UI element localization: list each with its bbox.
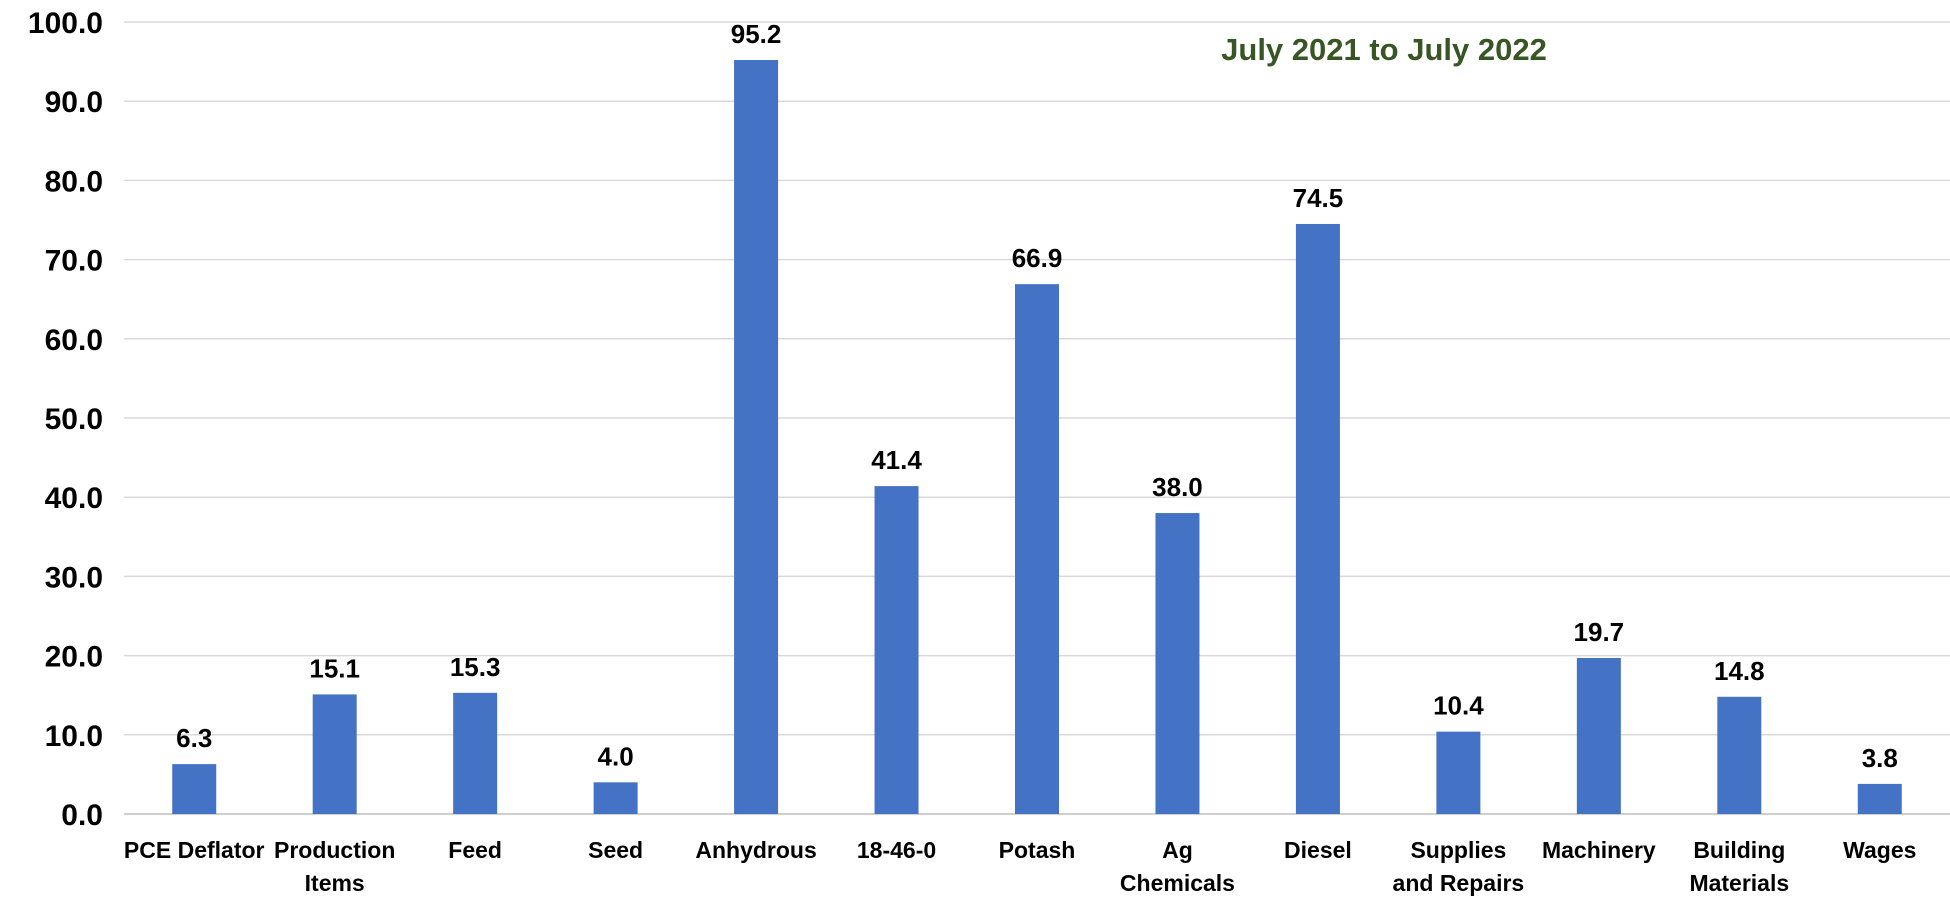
bar: [593, 782, 638, 814]
y-tick-label: 10.0: [45, 720, 103, 753]
x-category-label: Wages: [1843, 837, 1916, 863]
bars: [172, 60, 1902, 815]
data-labels: 6.3 15.1 15.3 4.0 95.2 41.4 66.9 38.0 74.5 10.4 19…: [176, 19, 1898, 773]
x-category-label: Production Items: [274, 837, 395, 896]
bar: [312, 694, 357, 814]
y-axis-tick-labels: 0.0 10.0 20.0 30.0 40.0 50.0 60.0 70.0 80.0 90.0 1…: [28, 7, 103, 832]
y-tick-label: 70.0: [45, 245, 103, 278]
x-category-label: Potash: [999, 837, 1076, 863]
bar: [172, 764, 217, 814]
data-label: 15.3: [450, 652, 501, 682]
data-label: 38.0: [1152, 472, 1203, 502]
y-tick-label: 50.0: [45, 403, 103, 436]
x-category-label: Building Materials: [1689, 837, 1789, 896]
y-tick-label: 80.0: [45, 165, 103, 198]
data-label: 4.0: [598, 741, 634, 771]
data-label: 95.2: [731, 19, 782, 49]
bar: [874, 486, 919, 814]
bar: [734, 60, 779, 815]
bar: [1717, 696, 1762, 814]
x-category-label: Diesel: [1284, 837, 1352, 863]
data-label: 6.3: [176, 723, 212, 753]
x-category-label: Seed: [588, 837, 643, 863]
y-tick-label: 40.0: [45, 482, 103, 515]
data-label: 66.9: [1012, 243, 1063, 273]
bar: [1436, 731, 1481, 814]
x-category-label: Feed: [448, 837, 502, 863]
bar: [1576, 657, 1621, 814]
x-category-label: 18-46-0: [857, 837, 936, 863]
data-label: 14.8: [1714, 656, 1765, 686]
y-tick-label: 20.0: [45, 641, 103, 674]
y-tick-label: 100.0: [28, 7, 103, 40]
y-tick-label: 30.0: [45, 561, 103, 594]
y-tick-label: 90.0: [45, 86, 103, 119]
bar: [1155, 513, 1200, 814]
x-category-label: PCE Deflator: [124, 837, 265, 863]
bar: [1857, 783, 1902, 814]
data-label: 3.8: [1862, 743, 1898, 773]
x-category-label: Supplies and Repairs: [1393, 837, 1525, 896]
chart-annotation: July 2021 to July 2022: [1221, 32, 1547, 67]
data-label: 15.1: [309, 653, 360, 683]
bar: [1015, 284, 1059, 815]
data-label: 41.4: [871, 445, 922, 475]
data-label: 74.5: [1293, 183, 1344, 213]
data-label: 19.7: [1574, 617, 1625, 647]
x-category-label: Machinery: [1542, 837, 1656, 863]
x-category-label: Ag Chemicals: [1120, 837, 1235, 896]
data-label: 10.4: [1433, 691, 1484, 721]
x-category-label: Anhydrous: [695, 837, 816, 863]
bar: [453, 692, 498, 814]
y-tick-label: 60.0: [45, 324, 103, 357]
y-tick-label: 0.0: [61, 799, 103, 832]
bar: [1295, 223, 1340, 814]
x-axis-category-labels: PCE Deflator Production Items Feed Seed Anhyd…: [124, 837, 1916, 896]
